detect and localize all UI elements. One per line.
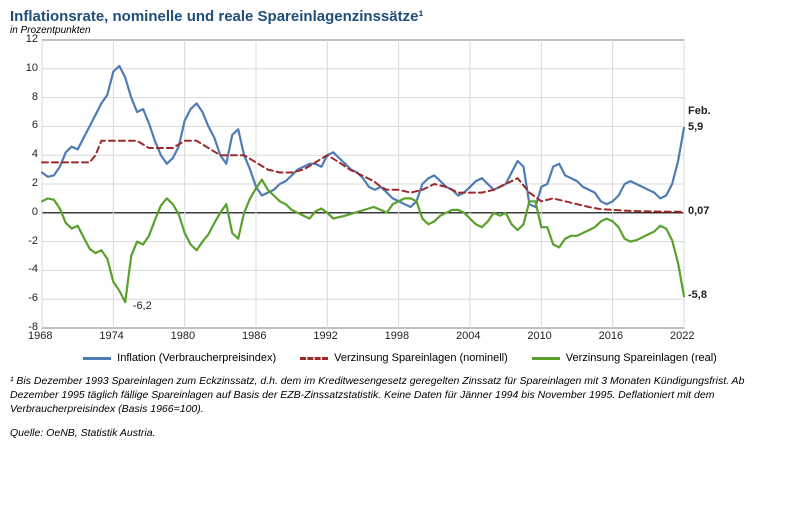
legend-label: Verzinsung Spareinlagen (nominell): [334, 352, 508, 364]
chart-title: Inflationsrate, nominelle und reale Spar…: [10, 8, 790, 25]
x-axis-label: 2016: [599, 330, 623, 342]
x-axis-label: 1992: [313, 330, 337, 342]
legend-label: Inflation (Verbraucherpreisindex): [117, 352, 276, 364]
x-axis-label: 2022: [670, 330, 694, 342]
legend-swatch: [83, 357, 111, 360]
y-axis-label: 2: [32, 177, 38, 189]
end-value-label: 0,07: [688, 205, 709, 217]
end-month-label: Feb.: [688, 105, 711, 117]
y-axis-label: 8: [32, 91, 38, 103]
x-axis-label: 1980: [171, 330, 195, 342]
chart-subtitle: in Prozentpunkten: [10, 25, 790, 36]
chart-plot-area: -8-6-4-202468101219681974198019861992199…: [10, 36, 730, 346]
legend-label: Verzinsung Spareinlagen (real): [566, 352, 717, 364]
y-axis-label: 0: [32, 206, 38, 218]
end-value-label: 5,9: [688, 121, 703, 133]
y-axis-label: 4: [32, 148, 38, 160]
legend-swatch: [300, 357, 328, 360]
legend-item: Inflation (Verbraucherpreisindex): [83, 352, 276, 364]
legend-item: Verzinsung Spareinlagen (real): [532, 352, 717, 364]
x-axis-label: 1968: [28, 330, 52, 342]
point-label: -6,2: [133, 300, 152, 312]
y-axis-label: -4: [28, 263, 38, 275]
legend-item: Verzinsung Spareinlagen (nominell): [300, 352, 508, 364]
y-axis-label: 10: [26, 62, 38, 74]
chart-source: Quelle: OeNB, Statistik Austria.: [10, 427, 790, 439]
x-axis-label: 1974: [99, 330, 123, 342]
x-axis-label: 1986: [242, 330, 266, 342]
x-axis-label: 2010: [527, 330, 551, 342]
x-axis-label: 1998: [385, 330, 409, 342]
y-axis-label: 12: [26, 33, 38, 45]
chart-legend: Inflation (Verbraucherpreisindex) Verzins…: [10, 352, 790, 364]
chart-footnote: ¹ Bis Dezember 1993 Spareinlagen zum Eck…: [10, 374, 790, 417]
end-value-label: -5,8: [688, 289, 707, 301]
y-axis-label: 6: [32, 119, 38, 131]
y-axis-label: -6: [28, 292, 38, 304]
x-axis-label: 2004: [456, 330, 480, 342]
legend-swatch: [532, 357, 560, 360]
y-axis-label: -2: [28, 235, 38, 247]
chart-container: Inflationsrate, nominelle und reale Spar…: [0, 0, 800, 508]
